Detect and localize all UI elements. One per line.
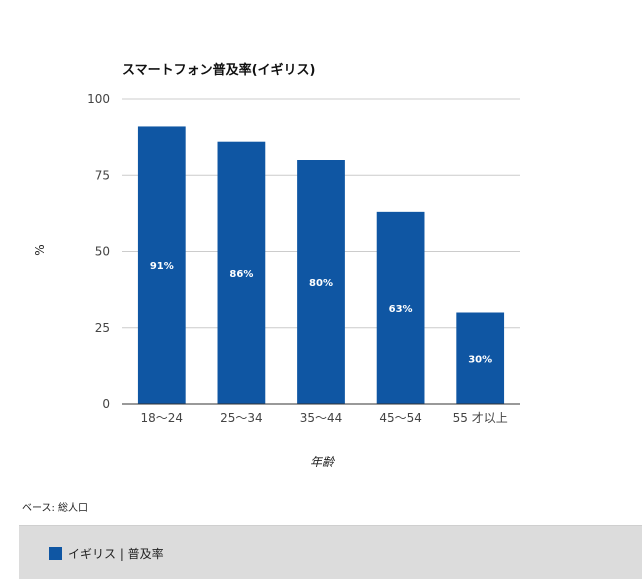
chart-title: スマートフォン普及率(イギリス) [122,62,316,78]
base-footnote: ベース: 総人口 [22,503,89,514]
y-axis-ticks: 0 25 50 75 100 [87,92,110,411]
bar-data-label: 80% [309,278,333,289]
bar[interactable] [376,211,425,404]
y-tick-label: 100 [87,92,110,106]
y-tick-label: 25 [95,321,110,335]
bar-data-label: 86% [229,269,253,280]
y-axis-label: % [33,244,47,255]
legend-item[interactable]: イギリス | 普及率 [49,545,164,562]
y-tick-label: 50 [95,245,110,259]
legend-label: イギリス | 普及率 [68,547,164,561]
bar[interactable] [297,160,345,404]
bar[interactable] [137,126,186,404]
x-tick-label: 45〜54 [379,411,422,425]
x-tick-label: 35〜44 [300,411,343,425]
bar-data-label: 91% [150,261,174,272]
x-tick-label: 55 才以上 [453,411,508,425]
bar[interactable] [456,312,505,405]
x-tick-label: 25〜34 [220,411,263,425]
x-axis-label: 年齢 [310,455,336,469]
x-axis-ticks: 18〜24 25〜34 35〜44 45〜54 55 才以上 [141,411,508,425]
bar-data-labels: 91% 86% 80% 63% 30% [150,261,492,365]
bar[interactable] [217,141,266,404]
legend-swatch-icon [49,547,62,560]
chart-canvas: スマートフォン普及率(イギリス) 0 25 50 75 100 91% 86% 80% 63%… [33,62,520,469]
y-tick-label: 0 [102,397,110,411]
bar-data-label: 30% [468,354,492,365]
bars [137,126,505,405]
x-tick-label: 18〜24 [141,411,184,425]
bar-data-label: 63% [389,304,413,315]
y-tick-label: 75 [95,168,110,182]
legend-panel: イギリス | 普及率 [19,525,642,579]
